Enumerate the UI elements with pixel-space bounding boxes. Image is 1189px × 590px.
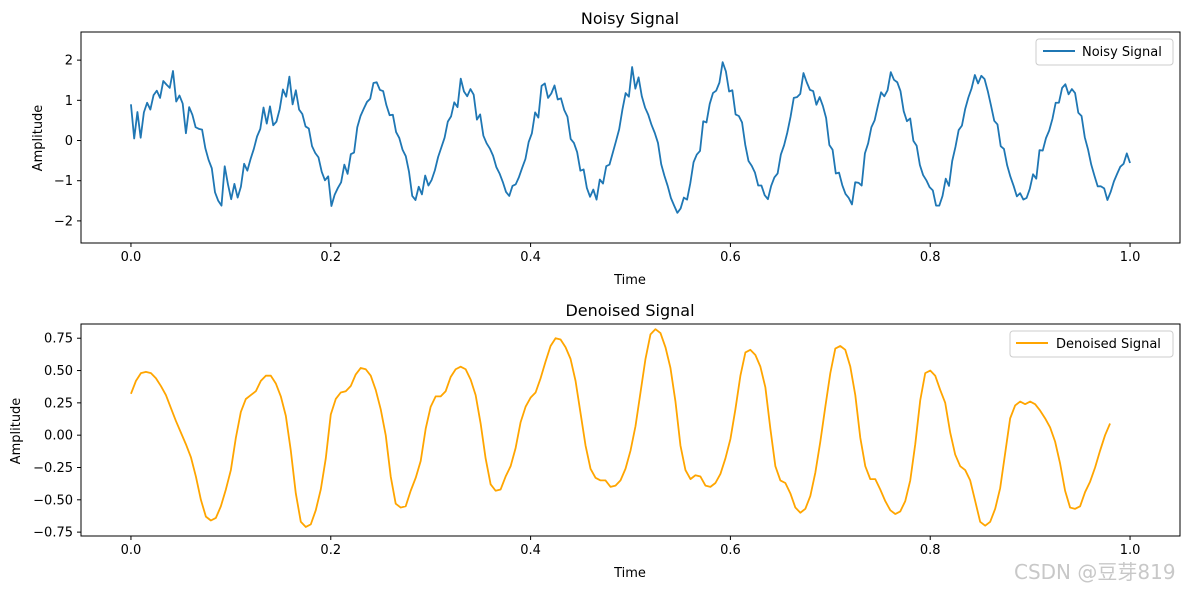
denoised-chart-title: Denoised Signal xyxy=(565,301,694,320)
denoised-y-tick-label: −0.75 xyxy=(33,526,73,541)
noisy-line-layer xyxy=(130,61,1131,214)
csdn-watermark: CSDN @豆芽819 xyxy=(1014,560,1176,584)
denoised-x-tick-label: 0.0 xyxy=(121,543,142,558)
noisy-signal-panel: Noisy Signal 0.0 0.2 0.4 0.6 0.8 1.0 210−1−2 … xyxy=(31,9,1181,288)
noisy-y-tick-label: 0 xyxy=(65,134,73,149)
noisy-x-axis-label: Time xyxy=(613,273,646,288)
denoised-x-axis-label: Time xyxy=(613,566,646,581)
denoised-y-tick-label: −0.50 xyxy=(33,493,73,508)
noisy-y-axis: 2 1 0 −1 −2 xyxy=(54,54,81,229)
denoised-x-tick-label: 1.0 xyxy=(1120,543,1141,558)
denoised-plot-frame xyxy=(80,323,1181,537)
denoised-signal-panel: Denoised Signal 0.0 0.2 0.4 0.6 0.8 1.0 0.750… xyxy=(9,301,1181,581)
noisy-x-tick-label: 1.0 xyxy=(1120,250,1141,265)
denoised-line-layer xyxy=(130,328,1111,528)
noisy-y-tick-label: 1 xyxy=(65,94,73,109)
denoised-y-tick-label: 0.75 xyxy=(44,332,73,347)
denoised-series-line xyxy=(130,328,1111,528)
denoised-x-tick-label: 0.2 xyxy=(320,543,341,558)
noisy-series-line xyxy=(130,61,1131,214)
denoised-y-tick-label: 0.50 xyxy=(44,364,73,379)
noisy-y-tick-label: −1 xyxy=(54,174,73,189)
noisy-y-axis-label: Amplitude xyxy=(31,105,46,172)
denoised-legend: Denoised Signal xyxy=(1009,330,1174,358)
noisy-chart-title: Noisy Signal xyxy=(581,9,679,28)
noisy-x-tick-label: 0.4 xyxy=(520,250,541,265)
denoised-y-tick-label: 0.25 xyxy=(44,396,73,411)
denoised-x-axis: 0.0 0.2 0.4 0.6 0.8 1.0 xyxy=(121,536,1141,558)
denoised-legend-box xyxy=(1009,330,1174,358)
denoised-y-axis-label: Amplitude xyxy=(9,398,24,465)
denoised-y-axis: 0.75 0.50 0.25 0.00 −0.25 −0.50 −0.75 xyxy=(33,332,81,541)
denoised-x-tick-label: 0.8 xyxy=(920,543,941,558)
noisy-y-tick-label: −2 xyxy=(54,214,73,229)
noisy-x-axis: 0.0 0.2 0.4 0.6 0.8 1.0 xyxy=(121,243,1141,265)
noisy-plot-frame xyxy=(80,31,1181,244)
denoised-y-tick-label: 0.00 xyxy=(44,429,73,444)
noisy-x-tick-label: 0.2 xyxy=(320,250,341,265)
noisy-legend-box xyxy=(1035,38,1174,66)
denoised-x-tick-label: 0.4 xyxy=(520,543,541,558)
noisy-legend-label: Noisy Signal xyxy=(1082,45,1162,60)
denoised-legend-label: Denoised Signal xyxy=(1056,337,1161,352)
noisy-legend: Noisy Signal xyxy=(1035,38,1174,66)
denoised-x-tick-label: 0.6 xyxy=(720,543,741,558)
noisy-x-tick-label: 0.8 xyxy=(920,250,941,265)
noisy-x-tick-label: 0.0 xyxy=(121,250,142,265)
noisy-x-tick-label: 0.6 xyxy=(720,250,741,265)
noisy-y-tick-label: 2 xyxy=(65,54,73,69)
denoised-y-tick-label: −0.25 xyxy=(33,461,73,476)
